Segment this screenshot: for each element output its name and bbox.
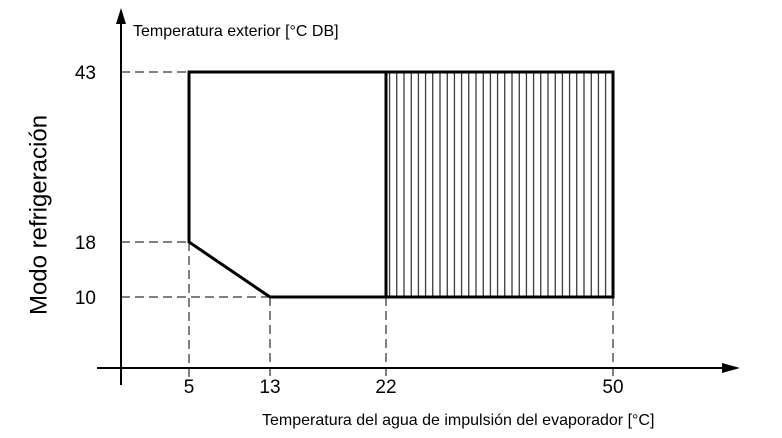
x-tick-label: 22	[375, 377, 396, 398]
guide-lines	[121, 71, 614, 380]
x-tick-label: 50	[602, 377, 623, 398]
hatched-region	[384, 70, 615, 299]
x-axis-label: Temperatura del agua de impulsión del ev…	[262, 412, 654, 429]
vertical-title: Modo refrigeración	[25, 115, 52, 315]
x-tick-label: 13	[259, 377, 280, 398]
y-axis-label: Temperatura exterior [°C DB]	[133, 23, 339, 40]
axes	[97, 8, 740, 385]
x-tick-label: 5	[184, 377, 195, 398]
operating-region	[187, 70, 388, 299]
y-tick-label: 10	[75, 288, 96, 309]
y-tick-label: 18	[75, 233, 96, 254]
y-tick-label: 43	[75, 63, 96, 84]
